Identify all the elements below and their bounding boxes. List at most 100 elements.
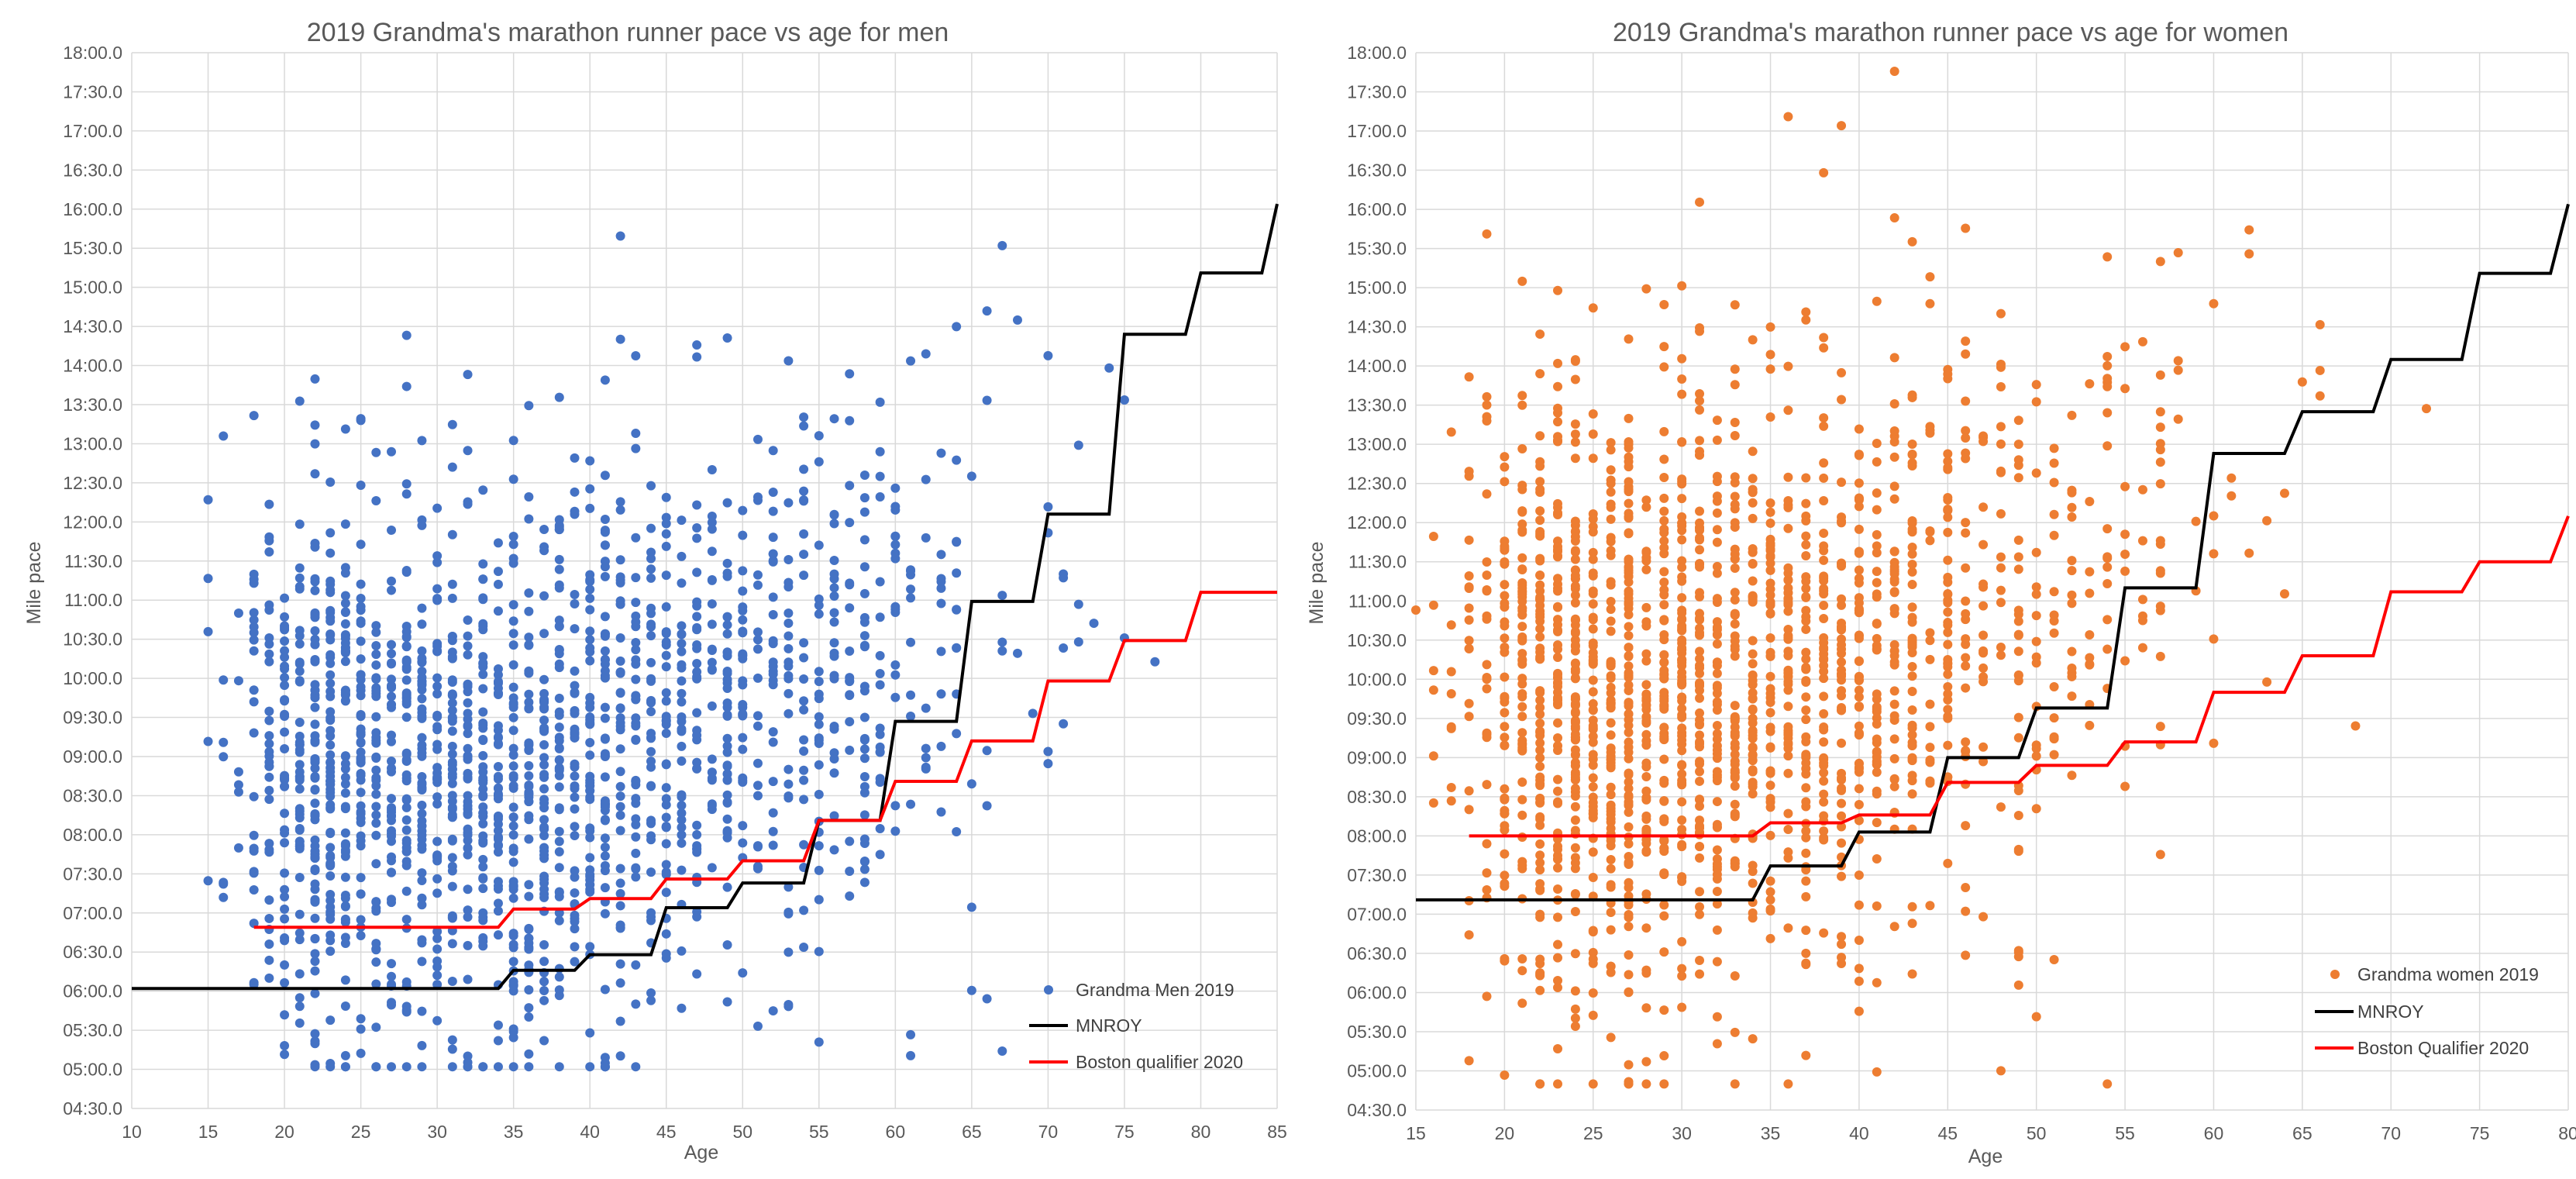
data-point bbox=[1925, 422, 1935, 432]
data-point bbox=[783, 999, 794, 1009]
data-point bbox=[966, 471, 976, 481]
data-point bbox=[1028, 708, 1038, 719]
data-point bbox=[1961, 821, 1971, 831]
data-point bbox=[478, 659, 488, 669]
data-point bbox=[615, 688, 625, 698]
data-point bbox=[1659, 426, 1669, 436]
data-point bbox=[1517, 444, 1527, 454]
data-point bbox=[1677, 474, 1687, 484]
data-point bbox=[1961, 661, 1971, 671]
data-point bbox=[508, 660, 518, 670]
data-point bbox=[1588, 798, 1598, 808]
data-point bbox=[325, 827, 336, 837]
y-tick-label: 13:30.0 bbox=[63, 395, 122, 415]
data-point bbox=[1943, 369, 1953, 379]
data-point bbox=[1411, 605, 1421, 615]
data-point bbox=[570, 727, 580, 737]
data-point bbox=[1464, 786, 1474, 796]
data-point bbox=[692, 829, 702, 839]
data-point bbox=[738, 968, 748, 978]
data-point bbox=[1606, 580, 1616, 590]
data-point bbox=[387, 895, 397, 905]
x-tick-label: 55 bbox=[809, 1122, 829, 1142]
data-point bbox=[325, 740, 336, 750]
data-point bbox=[432, 710, 443, 720]
data-point bbox=[1677, 623, 1687, 633]
data-point bbox=[493, 762, 503, 772]
data-point bbox=[371, 765, 381, 775]
data-point bbox=[1641, 621, 1651, 631]
data-point bbox=[401, 675, 412, 685]
data-point bbox=[310, 610, 320, 620]
data-point bbox=[493, 567, 503, 577]
data-point bbox=[1446, 688, 1456, 698]
data-point bbox=[661, 794, 671, 804]
data-point bbox=[799, 942, 809, 952]
data-point bbox=[1446, 427, 1456, 437]
data-point bbox=[1765, 412, 1775, 422]
data-point bbox=[1535, 571, 1545, 581]
y-axis-ticks: 18:00.017:30.017:00.016:30.016:00.015:30… bbox=[1347, 43, 1407, 1120]
data-point bbox=[1695, 887, 1705, 897]
data-point bbox=[356, 480, 366, 490]
data-point bbox=[1730, 1079, 1740, 1089]
data-point bbox=[600, 798, 610, 808]
data-point bbox=[1978, 601, 1989, 611]
data-point bbox=[1606, 760, 1616, 770]
data-point bbox=[1517, 810, 1527, 820]
data-point bbox=[615, 633, 625, 643]
data-point bbox=[692, 622, 702, 633]
data-point bbox=[340, 915, 350, 925]
data-point bbox=[1730, 631, 1740, 641]
data-point bbox=[2067, 488, 2077, 498]
data-point bbox=[478, 912, 488, 922]
data-point bbox=[1446, 796, 1456, 806]
data-point bbox=[1801, 891, 1811, 901]
data-point bbox=[280, 977, 290, 988]
data-point bbox=[1695, 730, 1705, 740]
data-point bbox=[1624, 1077, 1634, 1087]
data-point bbox=[325, 477, 336, 488]
data-point bbox=[1641, 602, 1651, 612]
data-point bbox=[493, 930, 503, 940]
data-point bbox=[508, 881, 518, 891]
data-point bbox=[768, 840, 778, 850]
y-tick-label: 06:00.0 bbox=[1347, 982, 1407, 1002]
data-point bbox=[233, 843, 243, 853]
data-point bbox=[2155, 370, 2165, 380]
data-point bbox=[1150, 657, 1160, 667]
data-point bbox=[493, 783, 503, 793]
data-point bbox=[1641, 786, 1651, 796]
data-point bbox=[2120, 384, 2130, 394]
data-point bbox=[1712, 697, 1722, 707]
data-point bbox=[463, 791, 473, 801]
data-point bbox=[1943, 669, 1953, 679]
data-point bbox=[1659, 506, 1669, 516]
data-point bbox=[280, 914, 290, 924]
data-point bbox=[1659, 630, 1669, 640]
data-point bbox=[1907, 789, 1917, 799]
data-point bbox=[554, 645, 564, 655]
data-point bbox=[249, 885, 259, 895]
data-point bbox=[1854, 799, 1864, 809]
data-point bbox=[1801, 848, 1811, 858]
data-point bbox=[722, 747, 732, 757]
data-point bbox=[524, 880, 534, 890]
data-point bbox=[921, 474, 931, 484]
data-point bbox=[2013, 846, 2023, 857]
data-point bbox=[371, 733, 381, 743]
data-point bbox=[2155, 407, 2165, 417]
data-point bbox=[432, 944, 443, 954]
data-point bbox=[2155, 479, 2165, 489]
data-point bbox=[432, 594, 443, 604]
data-point bbox=[2013, 455, 2023, 465]
data-point bbox=[1837, 738, 1847, 748]
data-point bbox=[768, 777, 778, 787]
data-point bbox=[340, 688, 350, 698]
data-point bbox=[493, 1062, 503, 1072]
data-point bbox=[752, 721, 763, 731]
data-point bbox=[401, 886, 412, 896]
data-point bbox=[447, 419, 457, 429]
data-point bbox=[707, 644, 717, 654]
data-point bbox=[600, 646, 610, 656]
